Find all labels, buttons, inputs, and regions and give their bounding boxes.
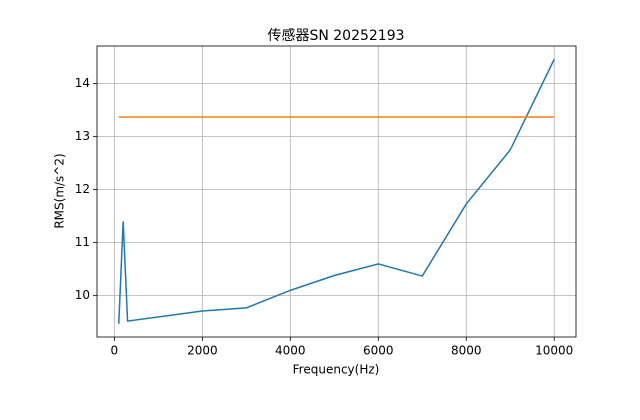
plot-frame bbox=[96, 45, 577, 338]
line-series bbox=[118, 58, 555, 324]
x-tick-label: 4000 bbox=[275, 344, 306, 358]
y-tick-label: 10 bbox=[75, 288, 90, 302]
chart-title: 传感器SN 20252193 bbox=[267, 27, 404, 44]
y-tick-label: 14 bbox=[75, 76, 90, 90]
x-tick-label: 2000 bbox=[187, 344, 218, 358]
y-axis-label: RMS(m/s^2) bbox=[53, 153, 67, 228]
y-tick-label: 13 bbox=[75, 129, 90, 143]
y-tick-label: 11 bbox=[75, 235, 90, 249]
y-tick-label: 12 bbox=[75, 182, 90, 196]
x-tick-label: 10000 bbox=[535, 344, 573, 358]
x-tick-label: 0 bbox=[111, 344, 119, 358]
x-tick-label: 8000 bbox=[451, 344, 482, 358]
x-axis-label: Frequency(Hz) bbox=[293, 363, 380, 377]
x-tick-label: 6000 bbox=[363, 344, 394, 358]
